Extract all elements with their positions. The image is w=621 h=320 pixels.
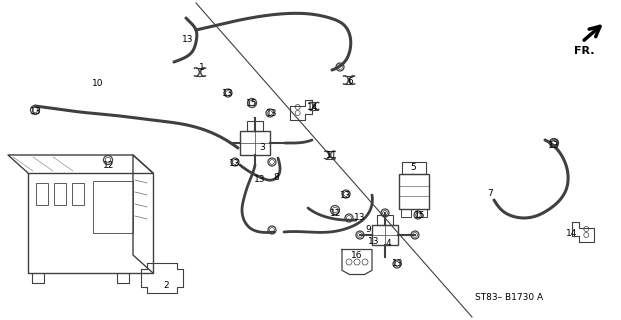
Bar xyxy=(72,183,84,205)
Text: 13: 13 xyxy=(368,236,380,245)
Text: 13: 13 xyxy=(254,175,266,185)
Bar xyxy=(372,225,398,245)
Text: 2: 2 xyxy=(163,281,169,290)
Text: 13: 13 xyxy=(354,213,366,222)
Text: 4: 4 xyxy=(385,238,391,247)
Text: FR.: FR. xyxy=(574,46,594,56)
Text: 11: 11 xyxy=(326,150,338,159)
Text: 16: 16 xyxy=(351,252,363,260)
Text: 14: 14 xyxy=(566,229,578,238)
Bar xyxy=(247,121,263,131)
Text: 7: 7 xyxy=(487,188,493,197)
Text: 1: 1 xyxy=(199,62,205,71)
Text: 12: 12 xyxy=(330,209,342,218)
Text: ST83– B1730 A: ST83– B1730 A xyxy=(475,292,543,301)
Text: 15: 15 xyxy=(414,211,426,220)
Text: 13: 13 xyxy=(392,260,404,268)
Text: 5: 5 xyxy=(410,163,416,172)
Bar xyxy=(417,209,427,217)
Text: 13: 13 xyxy=(340,190,351,199)
Text: 3: 3 xyxy=(259,143,265,153)
Bar xyxy=(54,183,66,205)
Bar xyxy=(240,131,270,155)
Text: 15: 15 xyxy=(247,99,258,108)
Bar xyxy=(401,209,411,217)
Text: 13: 13 xyxy=(182,36,194,44)
Bar xyxy=(93,181,133,233)
Text: 12: 12 xyxy=(103,161,115,170)
Text: 13: 13 xyxy=(30,108,42,116)
Bar xyxy=(399,173,429,209)
Text: 14: 14 xyxy=(307,103,319,113)
Bar xyxy=(377,215,393,225)
Text: 10: 10 xyxy=(93,78,104,87)
Text: 6: 6 xyxy=(347,77,353,86)
Bar xyxy=(402,162,426,173)
Text: 13: 13 xyxy=(222,89,233,98)
Text: 13: 13 xyxy=(229,158,241,167)
Text: 13: 13 xyxy=(548,140,560,149)
Text: 9: 9 xyxy=(365,225,371,234)
Text: 13: 13 xyxy=(266,108,278,117)
Text: 8: 8 xyxy=(273,173,279,182)
Bar xyxy=(36,183,48,205)
